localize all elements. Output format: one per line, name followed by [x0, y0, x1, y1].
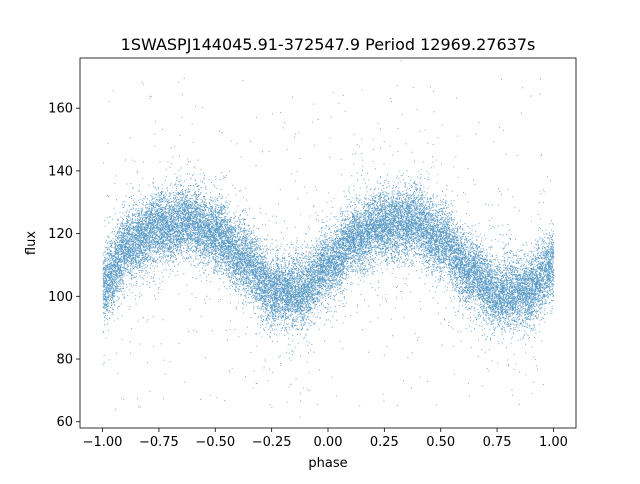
y-tick-label: 120 — [48, 227, 73, 242]
x-axis-label: phase — [308, 456, 347, 471]
x-tick-label: −0.50 — [195, 435, 235, 450]
x-tick-label: 0.75 — [483, 435, 512, 450]
x-tick-label: 1.00 — [539, 435, 568, 450]
x-tick-label: −0.25 — [252, 435, 292, 450]
y-tick-label: 100 — [48, 290, 73, 305]
x-tick-label: 0.25 — [370, 435, 399, 450]
x-tick-label: 0.50 — [426, 435, 455, 450]
x-tick-label: −1.00 — [83, 435, 123, 450]
y-axis: 60 80 100 120 140 160 — [48, 102, 80, 430]
x-tick-label: 0.00 — [314, 435, 343, 450]
x-axis: −1.00 −0.75 −0.50 −0.25 0.00 0.25 0.50 0.75 1.00 — [83, 428, 568, 450]
chart-title: 1SWASPJ144045.91-372547.9 Period 12969.2… — [121, 35, 536, 54]
y-tick-label: 80 — [56, 353, 73, 368]
plot-area — [80, 58, 576, 428]
x-tick-label: −0.75 — [139, 435, 179, 450]
y-tick-label: 60 — [56, 415, 73, 430]
y-tick-label: 160 — [48, 102, 73, 117]
y-axis-label: flux — [24, 231, 39, 255]
y-tick-label: 140 — [48, 164, 73, 179]
